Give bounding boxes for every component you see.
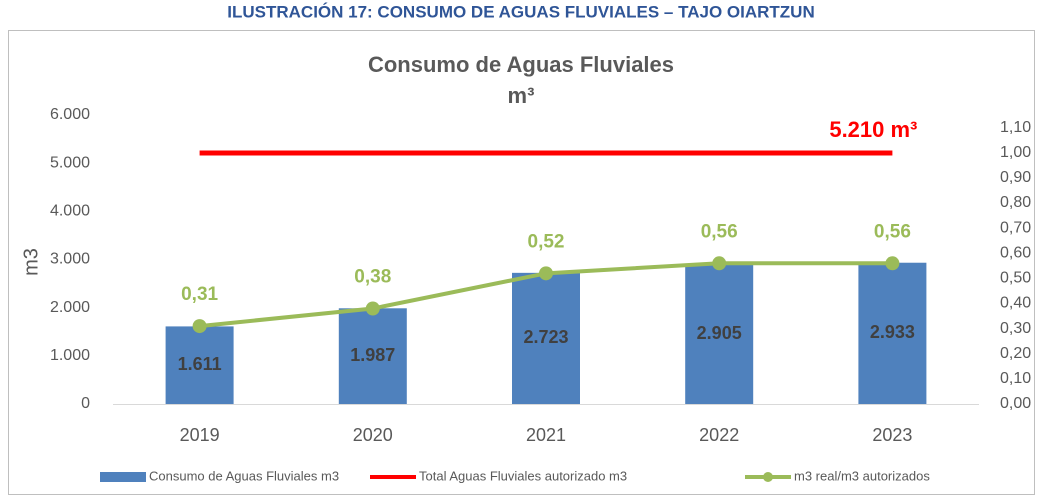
y2-tick-label: 0,80 [1000, 194, 1031, 211]
y2-tick-label: 0,70 [1000, 219, 1031, 236]
y-tick-label: 6.000 [50, 106, 90, 123]
y-tick-label: 3.000 [50, 251, 90, 268]
bar [685, 264, 754, 404]
y2-tick-label: 0,50 [1000, 270, 1031, 287]
line-value-label: 0,56 [701, 221, 738, 242]
bar-value-label: 1.611 [178, 354, 222, 374]
x-tick-label: 2022 [699, 425, 739, 445]
x-tick-label: 2021 [526, 425, 566, 445]
y2-tick-label: 0,20 [1000, 345, 1031, 362]
x-tick-label: 2020 [353, 425, 393, 445]
bar [858, 262, 927, 404]
bar [512, 272, 580, 404]
line-marker [365, 301, 380, 316]
line-value-label: 5.210 m³ [829, 117, 917, 142]
y2-tick-label: 0,10 [1000, 370, 1031, 387]
bar-value-label: 1.987 [350, 345, 395, 365]
y-tick-label: 1.000 [50, 347, 90, 364]
y-tick-label: 5.000 [50, 154, 90, 171]
line-value-label: 0,52 [528, 231, 565, 252]
bar-value-label: 2.933 [870, 322, 915, 342]
y2-tick-label: 0,40 [1000, 295, 1031, 312]
legend-label: Consumo de Aguas Fluviales m3 [149, 468, 339, 483]
x-tick-label: 2023 [872, 425, 912, 445]
legend-swatch [100, 472, 146, 482]
y2-tick-label: 0,00 [1000, 395, 1031, 412]
y2-tick-label: 1,10 [1000, 119, 1031, 136]
y-tick-label: 4.000 [50, 203, 90, 220]
line-marker [192, 319, 207, 334]
line-marker [539, 266, 553, 281]
legend-marker [763, 472, 773, 482]
chart-title: Consumo de Aguas Fluviales [368, 52, 674, 77]
legend-label: Total Aguas Fluviales autorizado m3 [419, 468, 627, 483]
y-axis-label: m3 [20, 248, 42, 276]
chart-frame [8, 30, 1035, 495]
y2-tick-label: 0,60 [1000, 244, 1031, 261]
bar-value-label: 2.723 [523, 327, 568, 347]
line-marker [712, 256, 727, 271]
y-tick-label: 0 [81, 395, 90, 412]
y2-tick-label: 1,00 [1000, 144, 1031, 161]
y2-tick-label: 0,90 [1000, 169, 1031, 186]
x-tick-label: 2019 [180, 425, 220, 445]
line-value-label: 0,56 [874, 221, 911, 242]
line-value-label: 0,31 [181, 284, 218, 305]
chart-subtitle: m³ [508, 83, 535, 108]
y-tick-label: 2.000 [50, 299, 90, 316]
caption: ILUSTRACIÓN 17: CONSUMO DE AGUAS FLUVIAL… [227, 2, 814, 21]
line-marker [885, 256, 900, 271]
line-value-label: 0,38 [354, 267, 391, 288]
y2-tick-label: 0,30 [1000, 320, 1031, 337]
bar [338, 308, 407, 404]
bar [165, 326, 234, 404]
bar-value-label: 2.905 [697, 323, 742, 343]
legend-label: m3 real/m3 autorizados [794, 468, 930, 483]
